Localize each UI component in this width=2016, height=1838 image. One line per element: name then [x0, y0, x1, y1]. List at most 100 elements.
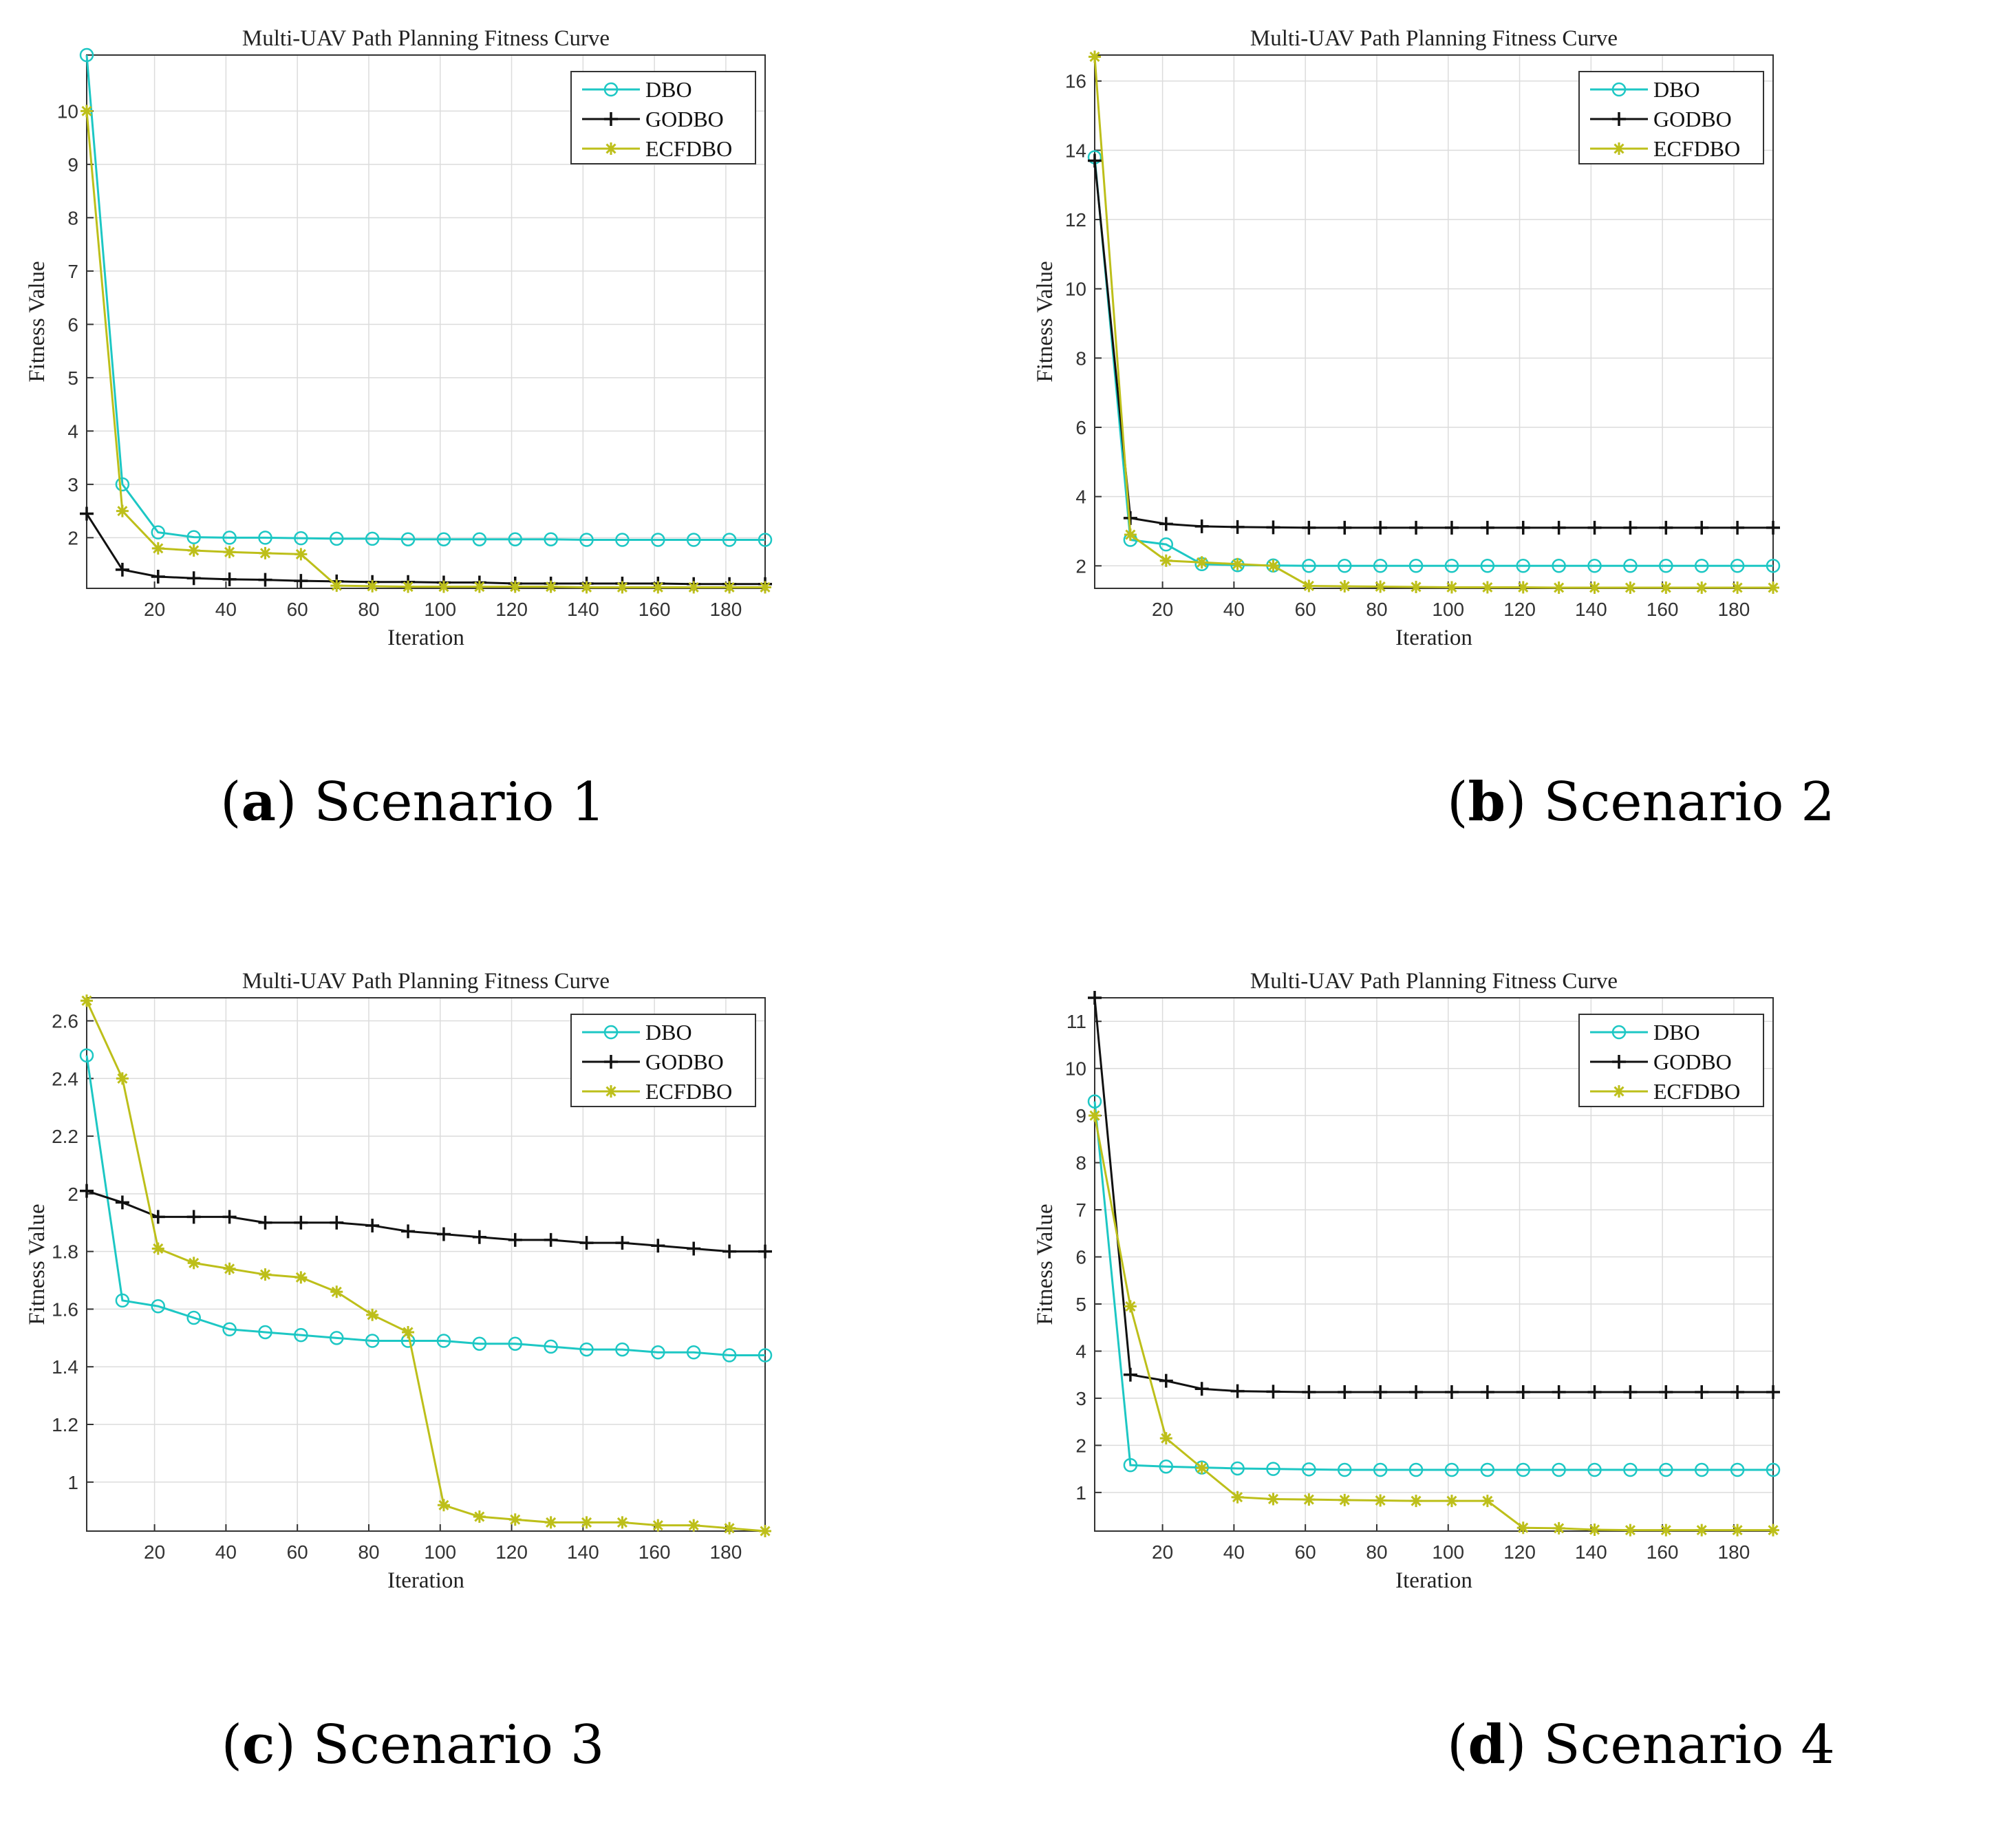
data-point-ecfdbo: [151, 542, 164, 555]
y-tick-label: 2.2: [52, 1126, 78, 1147]
x-tick-label: 40: [1223, 599, 1245, 620]
x-tick-label: 160: [639, 599, 671, 620]
y-tick-label: 12: [1065, 209, 1086, 231]
legend-label-ecfdbo: ECFDBO: [1653, 1079, 1740, 1104]
data-point-dbo: [1552, 1462, 1566, 1477]
data-point-ecfdbo: [1731, 581, 1744, 594]
legend: DBO GODBO ECFDBO: [1578, 1014, 1764, 1107]
y-tick-label: 6: [1075, 417, 1086, 438]
y-tick-label: 16: [1065, 71, 1086, 92]
data-point-ecfdbo: [687, 1519, 700, 1532]
data-point-ecfdbo: [437, 580, 450, 593]
x-axis-label: Iteration: [387, 1568, 464, 1593]
data-point-godbo: [1159, 517, 1173, 531]
data-point-ecfdbo: [294, 548, 308, 561]
data-point-ecfdbo: [1231, 557, 1244, 570]
x-tick-label: 100: [424, 1541, 456, 1563]
caption-text: Scenario 2: [1543, 771, 1835, 833]
x-axis-label: Iteration: [1395, 1568, 1472, 1593]
data-point-dbo: [1408, 559, 1424, 573]
data-point-ecfdbo: [1410, 1495, 1423, 1508]
y-tick-label: 4: [67, 420, 78, 442]
x-tick-label: 20: [144, 1541, 165, 1563]
data-point-dbo: [330, 531, 344, 546]
data-point-dbo: [400, 532, 416, 546]
x-tick-label: 100: [1432, 1541, 1464, 1563]
data-point-ecfdbo: [544, 1516, 557, 1529]
data-point-godbo: [1659, 1385, 1673, 1400]
x-tick-label: 120: [1503, 1541, 1536, 1563]
x-tick-label: 140: [567, 599, 599, 620]
data-point-dbo: [1159, 537, 1174, 552]
x-tick-label: 100: [424, 599, 456, 620]
data-point-ecfdbo: [1267, 559, 1280, 573]
chart-panel-b: 20 40 60 80 100 120 140 160 180 2 4 6 8 10 12 14 16 Multi…: [1008, 0, 2016, 895]
data-point-ecfdbo: [1124, 528, 1137, 541]
y-tick-label: 3: [67, 474, 78, 495]
axis-box: [86, 997, 766, 1532]
y-tick-label: 7: [1075, 1199, 1086, 1221]
y-axis-label: Fitness Value: [1033, 261, 1058, 382]
data-point-dbo: [1587, 1462, 1602, 1477]
data-point-dbo: [472, 1336, 487, 1351]
data-point-ecfdbo: [437, 1499, 450, 1512]
data-point-godbo: [1587, 520, 1602, 535]
chart-title: Multi-UAV Path Planning Fitness Curve: [242, 969, 610, 994]
data-point-godbo: [1587, 1385, 1602, 1400]
data-point-godbo: [687, 1241, 701, 1256]
axis-box: [86, 54, 766, 589]
data-point-godbo: [1612, 1055, 1626, 1069]
data-point-godbo: [1123, 1367, 1137, 1382]
y-axis-label: Fitness Value: [25, 261, 50, 382]
data-point-ecfdbo: [1445, 1495, 1458, 1508]
legend: DBO GODBO ECFDBO: [570, 71, 756, 164]
data-point-ecfdbo: [1302, 1493, 1316, 1506]
data-point-ecfdbo: [605, 142, 617, 155]
legend-label-dbo: DBO: [645, 77, 692, 102]
data-point-godbo: [1230, 1384, 1245, 1398]
legend: DBO GODBO ECFDBO: [570, 1014, 756, 1107]
data-point-dbo: [1766, 559, 1781, 573]
data-point-dbo: [258, 531, 272, 545]
data-point-ecfdbo: [187, 544, 200, 557]
data-point-ecfdbo: [366, 579, 379, 592]
data-point-ecfdbo: [616, 1516, 629, 1529]
data-point-godbo: [579, 1236, 594, 1250]
data-point-ecfdbo: [1695, 1524, 1708, 1537]
data-point-ecfdbo: [1374, 580, 1387, 593]
data-point-dbo: [115, 477, 130, 492]
data-point-godbo: [1730, 1385, 1745, 1400]
ticks: 20 40 60 80 100 120 140 160 180 1 2 3 4 5 6 7 8 9 10 11: [1065, 1011, 1750, 1563]
data-point-dbo: [1302, 559, 1316, 573]
data-point-godbo: [258, 1215, 272, 1230]
data-point-godbo: [222, 1210, 237, 1224]
data-point-ecfdbo: [1481, 581, 1494, 594]
data-point-ecfdbo: [508, 580, 522, 593]
data-point-godbo: [1266, 1385, 1280, 1399]
data-point-ecfdbo: [1267, 1493, 1280, 1506]
data-point-dbo: [1338, 559, 1352, 573]
y-axis-label: Fitness Value: [25, 1204, 50, 1325]
data-point-dbo: [651, 1345, 665, 1360]
x-tick-label: 20: [1152, 599, 1173, 620]
data-point-ecfdbo: [1588, 581, 1601, 594]
data-point-dbo: [222, 531, 237, 545]
data-point-dbo: [758, 1348, 773, 1363]
data-point-godbo: [115, 562, 129, 577]
data-point-dbo: [294, 531, 308, 546]
data-point-dbo: [258, 1325, 272, 1340]
data-point-godbo: [1552, 520, 1566, 535]
data-point-ecfdbo: [687, 581, 700, 594]
data-point-godbo: [186, 1210, 201, 1224]
data-point-dbo: [615, 1342, 630, 1357]
data-point-godbo: [758, 1244, 772, 1259]
y-tick-label: 4: [1075, 487, 1086, 508]
y-tick-label: 10: [1065, 1058, 1086, 1080]
data-point-ecfdbo: [116, 504, 129, 517]
data-point-godbo: [115, 1195, 129, 1210]
data-point-dbo: [1087, 1094, 1102, 1109]
y-tick-label: 5: [1075, 1294, 1086, 1315]
data-point-godbo: [1373, 520, 1388, 535]
y-tick-label: 9: [67, 154, 78, 175]
y-tick-label: 1.2: [52, 1414, 78, 1435]
